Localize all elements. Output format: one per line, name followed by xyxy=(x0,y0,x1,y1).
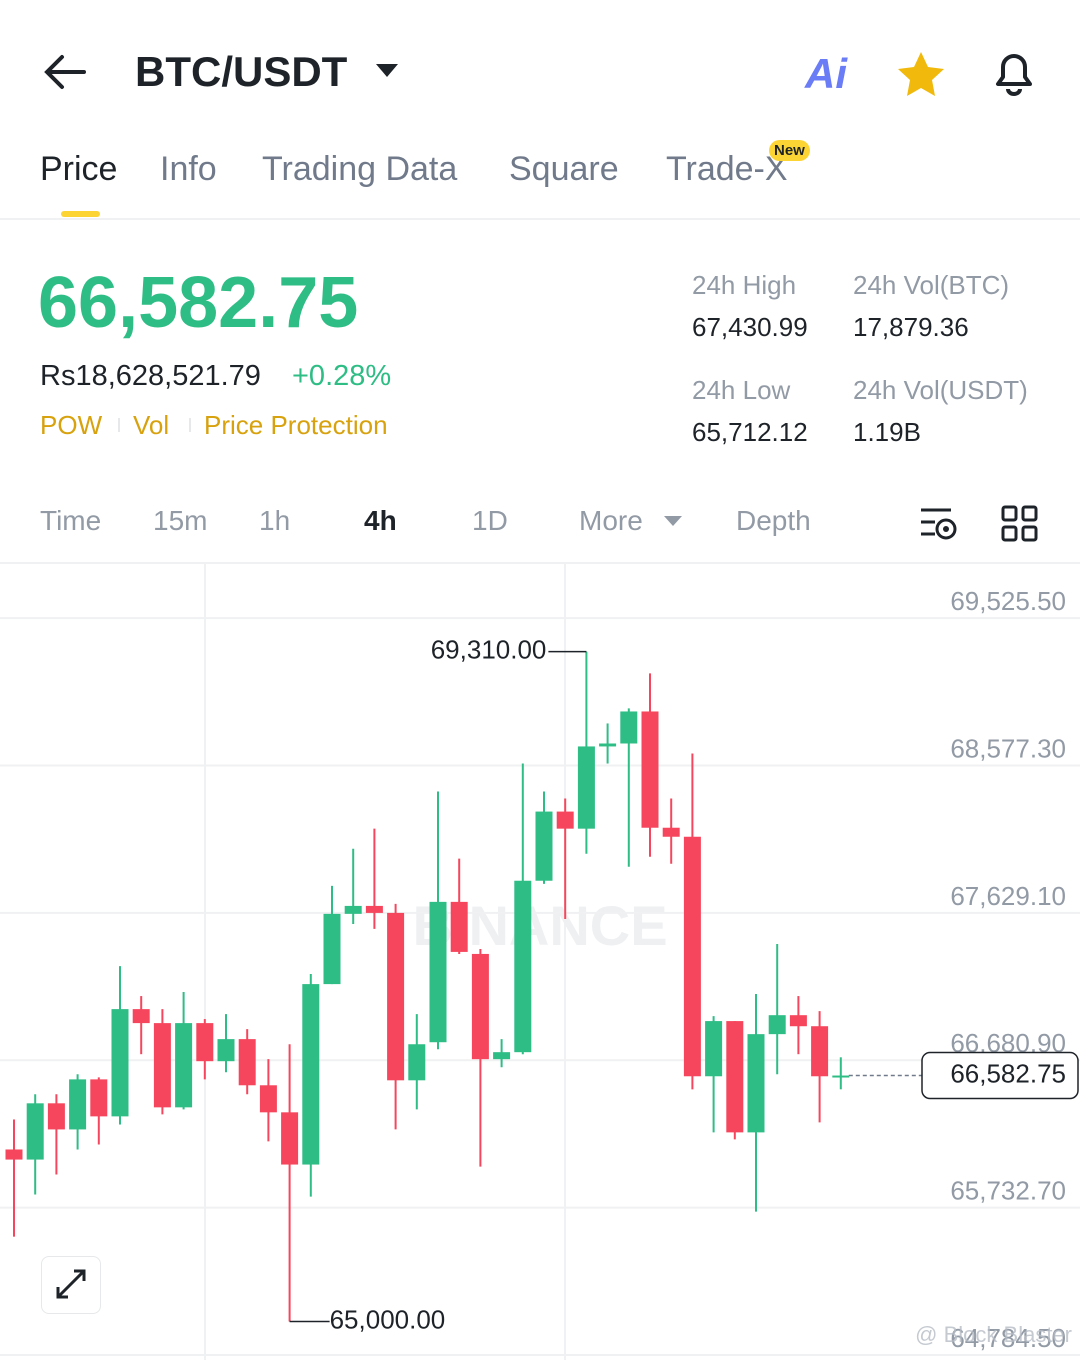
candle-body xyxy=(832,1075,850,1078)
candle-body xyxy=(387,912,405,1081)
tab-indicator xyxy=(61,211,100,217)
candle-body xyxy=(344,905,362,914)
candle-body xyxy=(577,746,595,829)
tag[interactable]: POW xyxy=(40,410,103,440)
y-tick-label: 64,784.50 xyxy=(950,1323,1066,1353)
layout-toggle[interactable] xyxy=(1000,504,1040,544)
last-price-label: 66,582.75 xyxy=(950,1058,1066,1088)
y-tick-label: 69,525.50 xyxy=(950,586,1066,616)
candle-body xyxy=(5,1149,23,1160)
tab[interactable]: Trade-X xyxy=(666,150,788,188)
interval[interactable]: More xyxy=(579,505,643,536)
stat-label: 24h High xyxy=(692,270,797,300)
interval[interactable]: 15m xyxy=(153,505,208,536)
candle-body xyxy=(408,1044,426,1081)
y-tick-label: 67,629.10 xyxy=(950,881,1066,911)
candle-body xyxy=(705,1021,723,1077)
candle-body xyxy=(26,1103,44,1160)
candle-body xyxy=(238,1039,256,1086)
candle-body xyxy=(281,1112,299,1165)
candle-body xyxy=(768,1015,786,1035)
candle-body xyxy=(620,711,638,744)
fiat-price: Rs18,628,521.79 xyxy=(40,360,261,392)
stat-label: 24h Vol(BTC) xyxy=(853,270,1010,300)
candle-body xyxy=(556,811,574,829)
last-price-box xyxy=(921,1051,1079,1100)
candle-body xyxy=(747,1034,765,1133)
candle-body xyxy=(365,905,383,913)
price-change: +0.28% xyxy=(292,360,392,392)
low-marker-label: 65,000.00 xyxy=(330,1304,446,1334)
more-dropdown[interactable] xyxy=(662,514,684,528)
favorite-button[interactable] xyxy=(895,50,947,98)
credit: @ Block Blaster xyxy=(915,1322,1072,1347)
new-badge: New xyxy=(769,140,810,161)
divider xyxy=(0,218,1080,220)
candlestick-chart: BINANCE 69,525.5068,577.3067,629.1066,68… xyxy=(0,563,1080,1360)
pair-title[interactable]: BTC/USDT xyxy=(135,48,348,95)
y-tick-label: 68,577.30 xyxy=(950,733,1066,763)
stat-value: 65,712.12 xyxy=(692,417,808,447)
candle-body xyxy=(450,901,468,952)
divider xyxy=(0,562,1080,564)
candle-body xyxy=(683,836,701,1077)
candle-body xyxy=(471,953,489,1060)
candle-body xyxy=(196,1023,214,1062)
tab[interactable]: Info xyxy=(160,150,217,188)
stat-value: 67,430.99 xyxy=(692,312,808,342)
candle-body xyxy=(641,711,659,828)
stat-label: 24h Low xyxy=(692,375,791,405)
candle-body xyxy=(69,1079,87,1130)
interval[interactable]: Depth xyxy=(736,505,811,536)
pair-dropdown[interactable] xyxy=(374,62,400,80)
back-button[interactable] xyxy=(40,50,90,94)
candle-body xyxy=(132,1009,150,1024)
stat-value: 1.19B xyxy=(853,417,921,447)
fullscreen-button[interactable] xyxy=(41,1256,101,1314)
candle-body xyxy=(662,827,680,837)
high-marker-label: 69,310.00 xyxy=(431,635,547,665)
candle-body xyxy=(323,913,341,985)
tab[interactable]: Trading Data xyxy=(262,150,458,188)
ai-button[interactable]: Ai xyxy=(805,50,847,97)
candle-body xyxy=(535,811,553,881)
candle-body xyxy=(429,901,447,1043)
tag-separator xyxy=(189,418,191,432)
tab[interactable]: Square xyxy=(509,150,619,188)
candle-body xyxy=(217,1039,235,1062)
candle-body xyxy=(811,1026,829,1077)
candle-body xyxy=(259,1085,277,1113)
interval[interactable]: Time xyxy=(40,505,102,536)
interval[interactable]: 1D xyxy=(472,505,508,536)
candle-body xyxy=(514,880,532,1053)
candle-body xyxy=(302,984,320,1165)
candle-body xyxy=(111,1009,129,1117)
interval[interactable]: 4h xyxy=(364,505,397,536)
indicator-settings[interactable] xyxy=(918,504,960,544)
candle-body xyxy=(493,1052,511,1060)
stat-value: 17,879.36 xyxy=(853,312,969,342)
tag[interactable]: Vol xyxy=(133,410,170,440)
candle-body xyxy=(175,1023,193,1108)
alert-button[interactable] xyxy=(988,46,1040,98)
tab[interactable]: Price xyxy=(40,150,118,188)
interval[interactable]: 1h xyxy=(259,505,291,536)
candle-body xyxy=(153,1023,171,1108)
candle-body xyxy=(47,1103,65,1130)
candle-body xyxy=(726,1021,744,1133)
candle-body xyxy=(599,743,617,747)
candle-body xyxy=(789,1015,807,1027)
tag[interactable]: Price Protection xyxy=(204,410,388,440)
tag-separator xyxy=(118,418,120,432)
candle-body xyxy=(90,1079,108,1117)
stat-label: 24h Vol(USDT) xyxy=(853,375,1028,405)
y-tick-label: 65,732.70 xyxy=(950,1176,1066,1206)
last-price: 66,582.75 xyxy=(38,263,359,343)
